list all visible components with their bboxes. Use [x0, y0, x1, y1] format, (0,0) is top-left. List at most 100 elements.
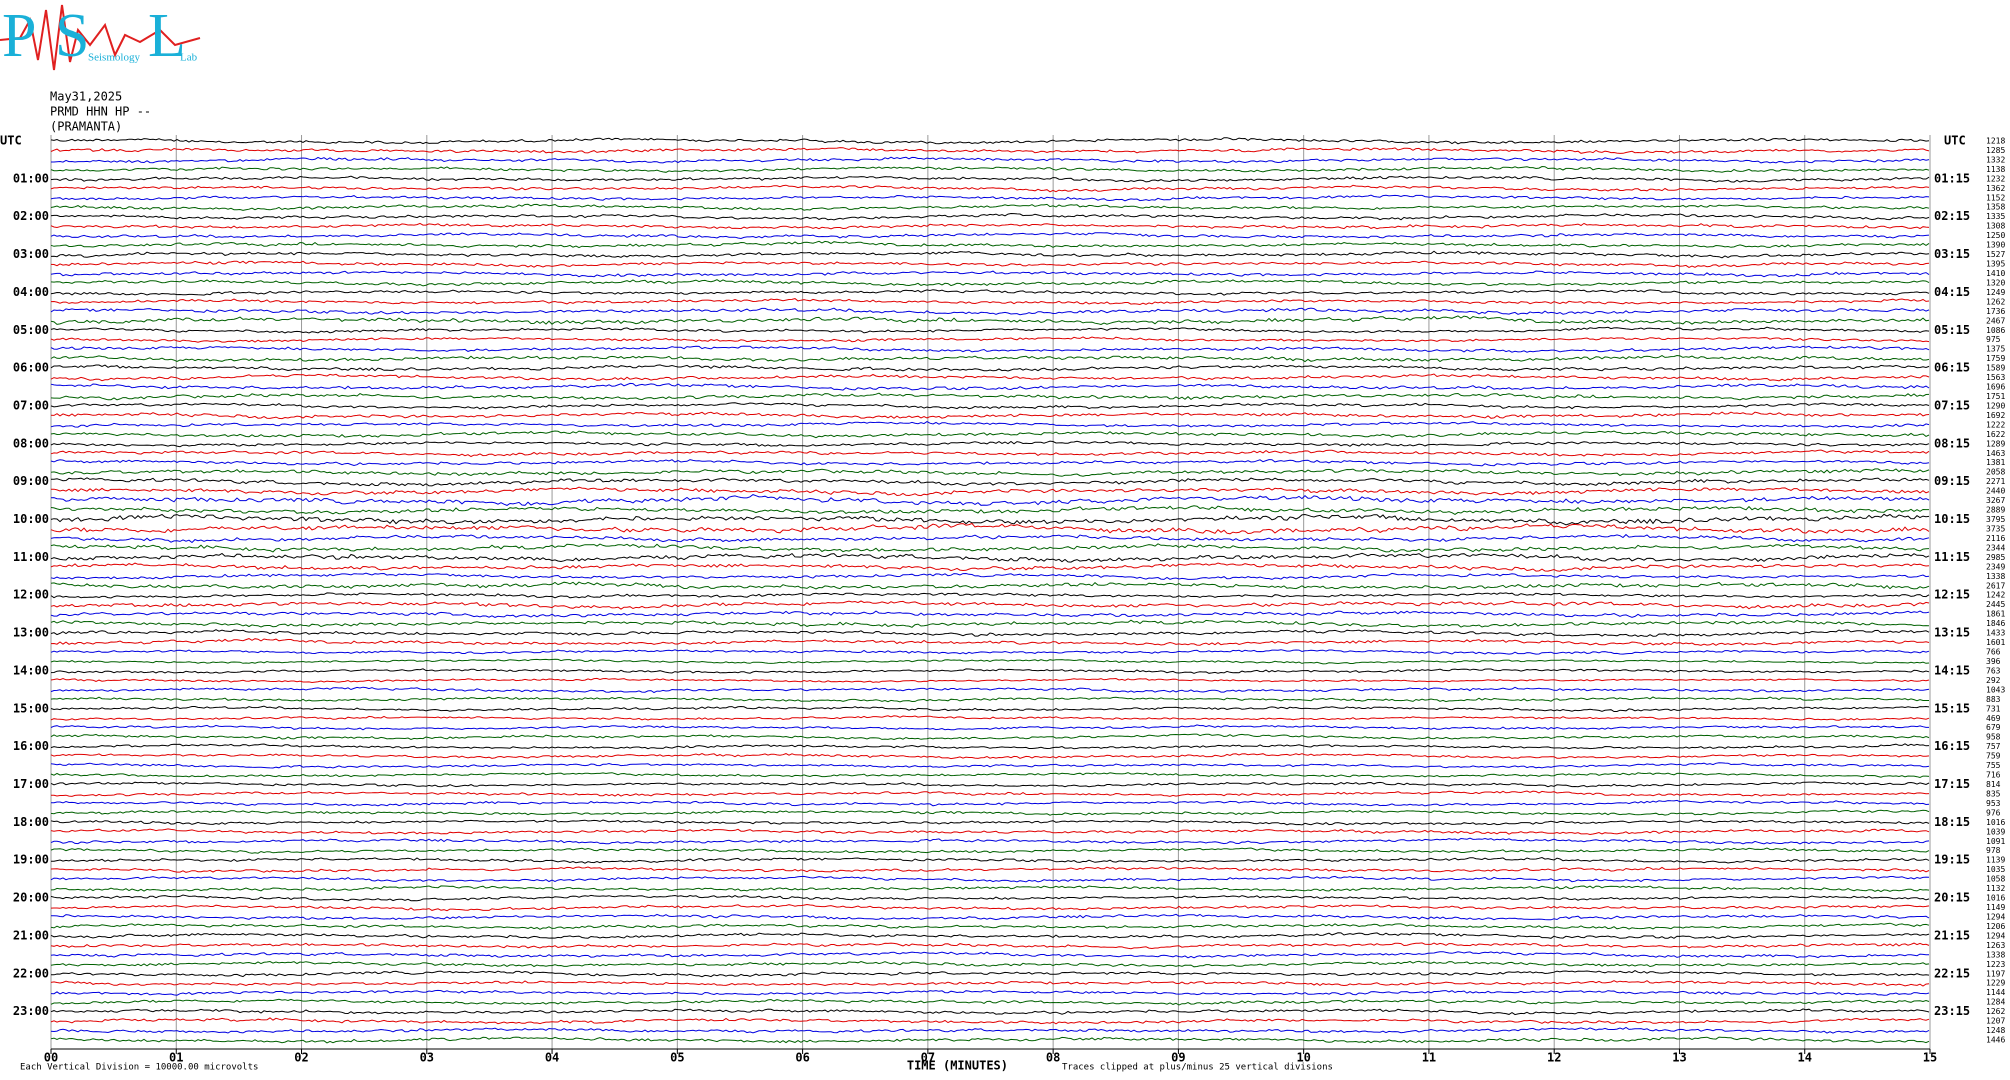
row-value: 2349	[1986, 562, 2005, 571]
row-value: 975	[1986, 335, 2001, 344]
hour-label: 07:00	[13, 398, 49, 412]
hour-label: 18:00	[13, 815, 49, 829]
row-value: 1622	[1986, 430, 2005, 439]
x-tick-label: 11	[1422, 1051, 1436, 1065]
row-value: 1222	[1986, 420, 2005, 429]
row-value: 1846	[1986, 619, 2005, 628]
trace	[50, 459, 1930, 467]
trace	[50, 279, 1930, 287]
row-value: 1433	[1986, 629, 2005, 638]
row-value: 1248	[1986, 1026, 2005, 1035]
trace	[50, 894, 1930, 902]
trace	[50, 203, 1930, 211]
row-value: 2440	[1986, 487, 2005, 496]
trace	[50, 989, 1930, 996]
station: PRMD HHN HP --	[50, 105, 151, 119]
trace	[50, 1026, 1930, 1034]
trace	[50, 677, 1930, 684]
trace	[50, 147, 1930, 154]
trace	[50, 951, 1929, 959]
row-value: 763	[1986, 666, 2001, 675]
utc-label: UTC	[1944, 134, 1966, 148]
trace	[50, 562, 1930, 572]
trace	[51, 799, 1930, 807]
x-tick-label: 01	[169, 1051, 183, 1065]
trace	[50, 260, 1930, 268]
hour-label: 15:15	[1934, 701, 1970, 715]
trace	[50, 270, 1930, 278]
trace	[50, 649, 1930, 655]
row-value: 1358	[1986, 203, 2005, 212]
hour-label: 05:15	[1934, 323, 1970, 337]
row-value: 1016	[1986, 818, 2005, 827]
row-value: 976	[1986, 808, 2001, 817]
trace	[50, 856, 1930, 864]
row-value: 1320	[1986, 278, 2005, 287]
row-value: 1589	[1986, 364, 2005, 373]
row-value: 1375	[1986, 345, 2005, 354]
row-value: 1463	[1986, 449, 2005, 458]
trace	[50, 165, 1930, 173]
trace	[50, 533, 1930, 544]
row-value: 1249	[1986, 288, 2005, 297]
logo-letter: S	[55, 2, 89, 70]
hour-label: 16:00	[13, 739, 49, 753]
hour-label: 13:00	[13, 626, 49, 640]
row-value: 1197	[1986, 969, 2005, 978]
trace	[50, 307, 1930, 316]
row-value: 1395	[1986, 260, 2005, 269]
row-value: 292	[1986, 676, 2001, 685]
hour-label: 22:15	[1934, 966, 1970, 980]
trace	[51, 913, 1930, 921]
hour-label: 19:00	[13, 853, 49, 867]
grid	[50, 135, 1931, 1054]
x-tick-label: 03	[420, 1051, 434, 1065]
row-value: 716	[1986, 771, 2001, 780]
row-value: 1206	[1986, 922, 2005, 931]
trace	[50, 402, 1930, 410]
hour-label: 20:15	[1934, 891, 1970, 905]
trace	[50, 809, 1930, 816]
trace	[50, 592, 1930, 599]
trace	[50, 175, 1930, 183]
x-tick-label: 06	[795, 1051, 809, 1065]
trace	[50, 392, 1930, 401]
hour-label: 11:15	[1934, 550, 1970, 564]
row-value: 1138	[1986, 165, 2005, 174]
row-value: 3735	[1986, 524, 2005, 533]
hour-label: 12:00	[13, 588, 49, 602]
labels: 00 01 02 03 04 05 06 07 08 09 10 11 12 13 14 15 12181285…	[13, 137, 2006, 1065]
row-value: 1759	[1986, 354, 2005, 363]
clip-note: Traces clipped at plus/minus 25 vertical…	[1062, 1063, 1333, 1073]
row-value: 1139	[1986, 856, 2005, 865]
trace	[50, 336, 1930, 343]
hour-label: 09:00	[13, 474, 49, 488]
trace	[50, 1017, 1930, 1025]
traces	[50, 137, 1930, 1044]
trace	[50, 960, 1930, 968]
x-tick-label: 08	[1046, 1051, 1060, 1065]
hour-label: 04:00	[13, 285, 49, 299]
trace	[50, 752, 1930, 760]
hour-label: 10:00	[13, 512, 49, 526]
row-value: 1242	[1986, 591, 2005, 600]
trace	[50, 364, 1930, 372]
hour-label: 12:15	[1934, 588, 1970, 602]
x-tick-label: 14	[1798, 1051, 1812, 1065]
logo: P S L Seismology Lab	[0, 2, 201, 71]
row-value: 2467	[1986, 316, 2005, 325]
trace	[50, 137, 1930, 145]
logo-wave	[0, 4, 201, 71]
hour-label: 11:00	[13, 550, 49, 564]
hour-label: 06:00	[13, 361, 49, 375]
trace	[50, 847, 1930, 854]
row-value: 1692	[1986, 411, 2005, 420]
hour-label: 01:15	[1934, 171, 1970, 185]
hour-label: 20:00	[13, 891, 49, 905]
trace	[50, 250, 1930, 259]
row-value: 1284	[1986, 998, 2005, 1007]
row-value: 1338	[1986, 950, 2005, 959]
row-value: 2889	[1986, 506, 2005, 515]
trace	[50, 866, 1930, 873]
